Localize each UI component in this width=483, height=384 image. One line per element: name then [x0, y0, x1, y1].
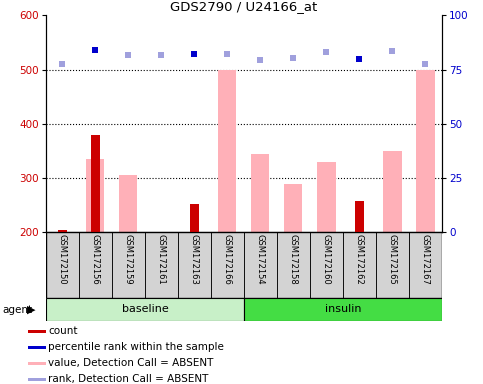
- Bar: [355, 201, 364, 232]
- Text: GSM172165: GSM172165: [388, 234, 397, 285]
- Bar: [416, 70, 435, 232]
- Point: [422, 61, 429, 67]
- Text: GSM172163: GSM172163: [190, 234, 199, 285]
- Point: [224, 51, 231, 58]
- Title: GDS2790 / U24166_at: GDS2790 / U24166_at: [170, 0, 317, 13]
- Bar: [310, 232, 343, 298]
- Point: [91, 46, 99, 53]
- Point: [157, 53, 165, 59]
- Bar: [86, 159, 104, 232]
- Bar: [218, 70, 237, 232]
- Bar: [211, 232, 244, 298]
- Bar: [145, 232, 178, 298]
- Point: [388, 48, 396, 54]
- Text: value, Detection Call = ABSENT: value, Detection Call = ABSENT: [48, 358, 214, 368]
- Point: [355, 56, 363, 62]
- Text: GSM172161: GSM172161: [157, 234, 166, 285]
- Text: ▶: ▶: [27, 305, 35, 314]
- Text: GSM172159: GSM172159: [124, 234, 133, 285]
- Bar: [28, 378, 46, 381]
- Point: [323, 49, 330, 55]
- Bar: [178, 232, 211, 298]
- Text: agent: agent: [2, 305, 32, 314]
- Text: rank, Detection Call = ABSENT: rank, Detection Call = ABSENT: [48, 374, 209, 384]
- Point: [58, 61, 66, 67]
- Text: GSM172166: GSM172166: [223, 234, 232, 285]
- Bar: [317, 162, 336, 232]
- Text: GSM172158: GSM172158: [289, 234, 298, 285]
- Text: GSM172167: GSM172167: [421, 234, 430, 285]
- Bar: [58, 230, 67, 232]
- Bar: [277, 232, 310, 298]
- Bar: [376, 232, 409, 298]
- Point: [256, 57, 264, 63]
- Text: GSM172154: GSM172154: [256, 234, 265, 285]
- Bar: [46, 232, 79, 298]
- Text: GSM172150: GSM172150: [58, 234, 67, 285]
- Bar: [112, 232, 145, 298]
- Text: GSM172160: GSM172160: [322, 234, 331, 285]
- Text: insulin: insulin: [325, 304, 361, 314]
- Bar: [119, 175, 138, 232]
- Point: [190, 51, 198, 58]
- Bar: [244, 232, 277, 298]
- Bar: [46, 298, 244, 321]
- Bar: [384, 151, 401, 232]
- Bar: [251, 154, 270, 232]
- Bar: [28, 346, 46, 349]
- Point: [289, 55, 297, 61]
- Bar: [91, 135, 100, 232]
- Point: [125, 52, 132, 58]
- Bar: [284, 184, 302, 232]
- Bar: [409, 232, 442, 298]
- Bar: [190, 204, 199, 232]
- Text: percentile rank within the sample: percentile rank within the sample: [48, 342, 224, 352]
- Bar: [28, 330, 46, 333]
- Text: GSM172156: GSM172156: [91, 234, 100, 285]
- Text: count: count: [48, 326, 78, 336]
- Bar: [79, 232, 112, 298]
- Bar: [244, 298, 442, 321]
- Text: GSM172162: GSM172162: [355, 234, 364, 285]
- Bar: [343, 232, 376, 298]
- Bar: [28, 362, 46, 366]
- Text: baseline: baseline: [122, 304, 168, 314]
